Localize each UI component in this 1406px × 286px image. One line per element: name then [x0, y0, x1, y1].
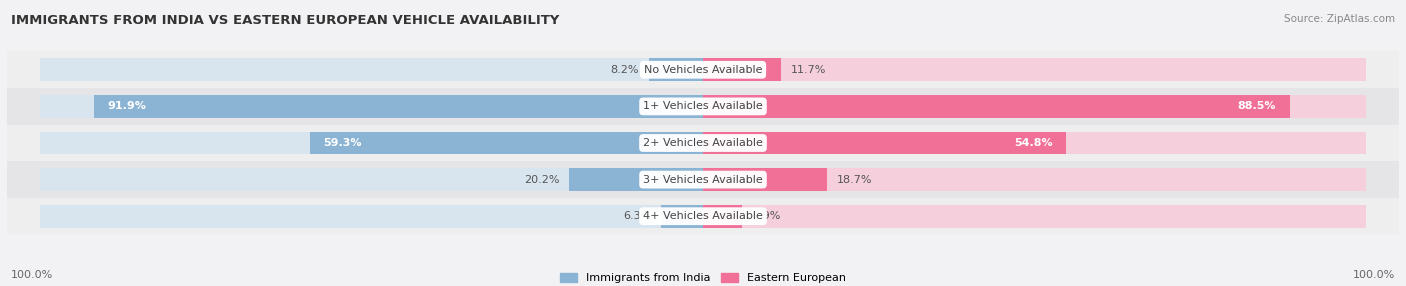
Text: 91.9%: 91.9% [107, 102, 146, 111]
Bar [703, 95, 1365, 118]
Text: 8.2%: 8.2% [610, 65, 638, 75]
Text: 59.3%: 59.3% [323, 138, 361, 148]
Bar [703, 58, 1365, 81]
Text: 100.0%: 100.0% [11, 270, 53, 280]
Bar [41, 205, 703, 228]
Bar [569, 168, 703, 191]
Text: IMMIGRANTS FROM INDIA VS EASTERN EUROPEAN VEHICLE AVAILABILITY: IMMIGRANTS FROM INDIA VS EASTERN EUROPEA… [11, 14, 560, 27]
Bar [703, 168, 1365, 191]
Text: 1+ Vehicles Available: 1+ Vehicles Available [643, 102, 763, 111]
Text: 5.9%: 5.9% [752, 211, 780, 221]
Bar [94, 95, 703, 118]
Bar [7, 51, 1399, 88]
Bar [703, 95, 1289, 118]
Bar [648, 58, 703, 81]
Text: 88.5%: 88.5% [1237, 102, 1277, 111]
Bar [41, 58, 703, 81]
Legend: Immigrants from India, Eastern European: Immigrants from India, Eastern European [555, 268, 851, 286]
Text: 3+ Vehicles Available: 3+ Vehicles Available [643, 175, 763, 184]
Bar [7, 125, 1399, 161]
Text: 54.8%: 54.8% [1014, 138, 1053, 148]
Bar [7, 88, 1399, 125]
Bar [7, 161, 1399, 198]
Bar [7, 198, 1399, 235]
Bar [703, 132, 1066, 154]
Bar [309, 132, 703, 154]
Bar [703, 168, 827, 191]
Bar [703, 58, 780, 81]
Text: 20.2%: 20.2% [523, 175, 560, 184]
Bar [41, 132, 703, 154]
Bar [41, 168, 703, 191]
Bar [41, 95, 703, 118]
Bar [703, 205, 1365, 228]
Text: Source: ZipAtlas.com: Source: ZipAtlas.com [1284, 14, 1395, 24]
Text: No Vehicles Available: No Vehicles Available [644, 65, 762, 75]
Text: 18.7%: 18.7% [837, 175, 872, 184]
Text: 11.7%: 11.7% [790, 65, 825, 75]
Bar [703, 132, 1365, 154]
Text: 100.0%: 100.0% [1353, 270, 1395, 280]
Bar [661, 205, 703, 228]
Text: 2+ Vehicles Available: 2+ Vehicles Available [643, 138, 763, 148]
Bar [703, 205, 742, 228]
Text: 4+ Vehicles Available: 4+ Vehicles Available [643, 211, 763, 221]
Text: 6.3%: 6.3% [623, 211, 651, 221]
